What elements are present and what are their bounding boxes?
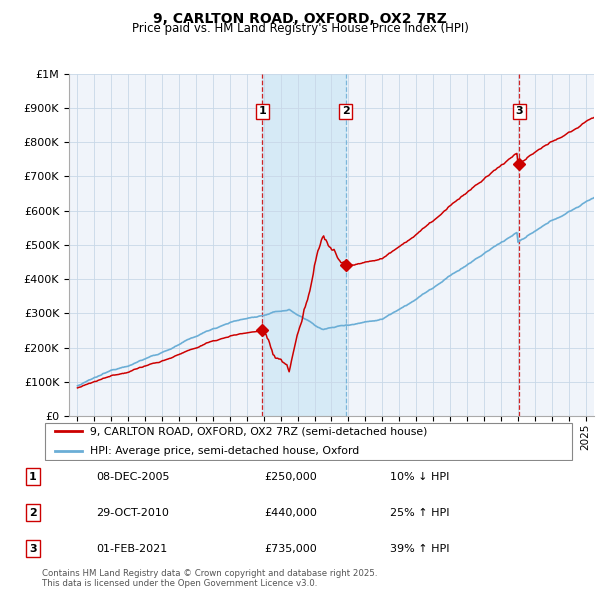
- Text: Price paid vs. HM Land Registry's House Price Index (HPI): Price paid vs. HM Land Registry's House …: [131, 22, 469, 35]
- Text: 1: 1: [259, 106, 266, 116]
- Text: 01-FEB-2021: 01-FEB-2021: [96, 544, 167, 553]
- Text: 08-DEC-2005: 08-DEC-2005: [96, 472, 170, 481]
- Text: 25% ↑ HPI: 25% ↑ HPI: [390, 508, 449, 517]
- Text: £250,000: £250,000: [264, 472, 317, 481]
- Text: 9, CARLTON ROAD, OXFORD, OX2 7RZ (semi-detached house): 9, CARLTON ROAD, OXFORD, OX2 7RZ (semi-d…: [90, 427, 427, 436]
- Text: 3: 3: [515, 106, 523, 116]
- Bar: [262, 74, 346, 416]
- Text: 39% ↑ HPI: 39% ↑ HPI: [390, 544, 449, 553]
- Text: 10% ↓ HPI: 10% ↓ HPI: [390, 472, 449, 481]
- Text: £735,000: £735,000: [264, 544, 317, 553]
- FancyBboxPatch shape: [44, 423, 572, 460]
- Text: 3: 3: [29, 544, 37, 553]
- Text: £440,000: £440,000: [264, 508, 317, 517]
- Text: 2: 2: [341, 106, 349, 116]
- Text: 1: 1: [29, 472, 37, 481]
- Text: Contains HM Land Registry data © Crown copyright and database right 2025.
This d: Contains HM Land Registry data © Crown c…: [42, 569, 377, 588]
- Text: HPI: Average price, semi-detached house, Oxford: HPI: Average price, semi-detached house,…: [90, 447, 359, 456]
- Text: 2: 2: [29, 508, 37, 517]
- Text: 29-OCT-2010: 29-OCT-2010: [96, 508, 169, 517]
- Text: 9, CARLTON ROAD, OXFORD, OX2 7RZ: 9, CARLTON ROAD, OXFORD, OX2 7RZ: [153, 12, 447, 26]
